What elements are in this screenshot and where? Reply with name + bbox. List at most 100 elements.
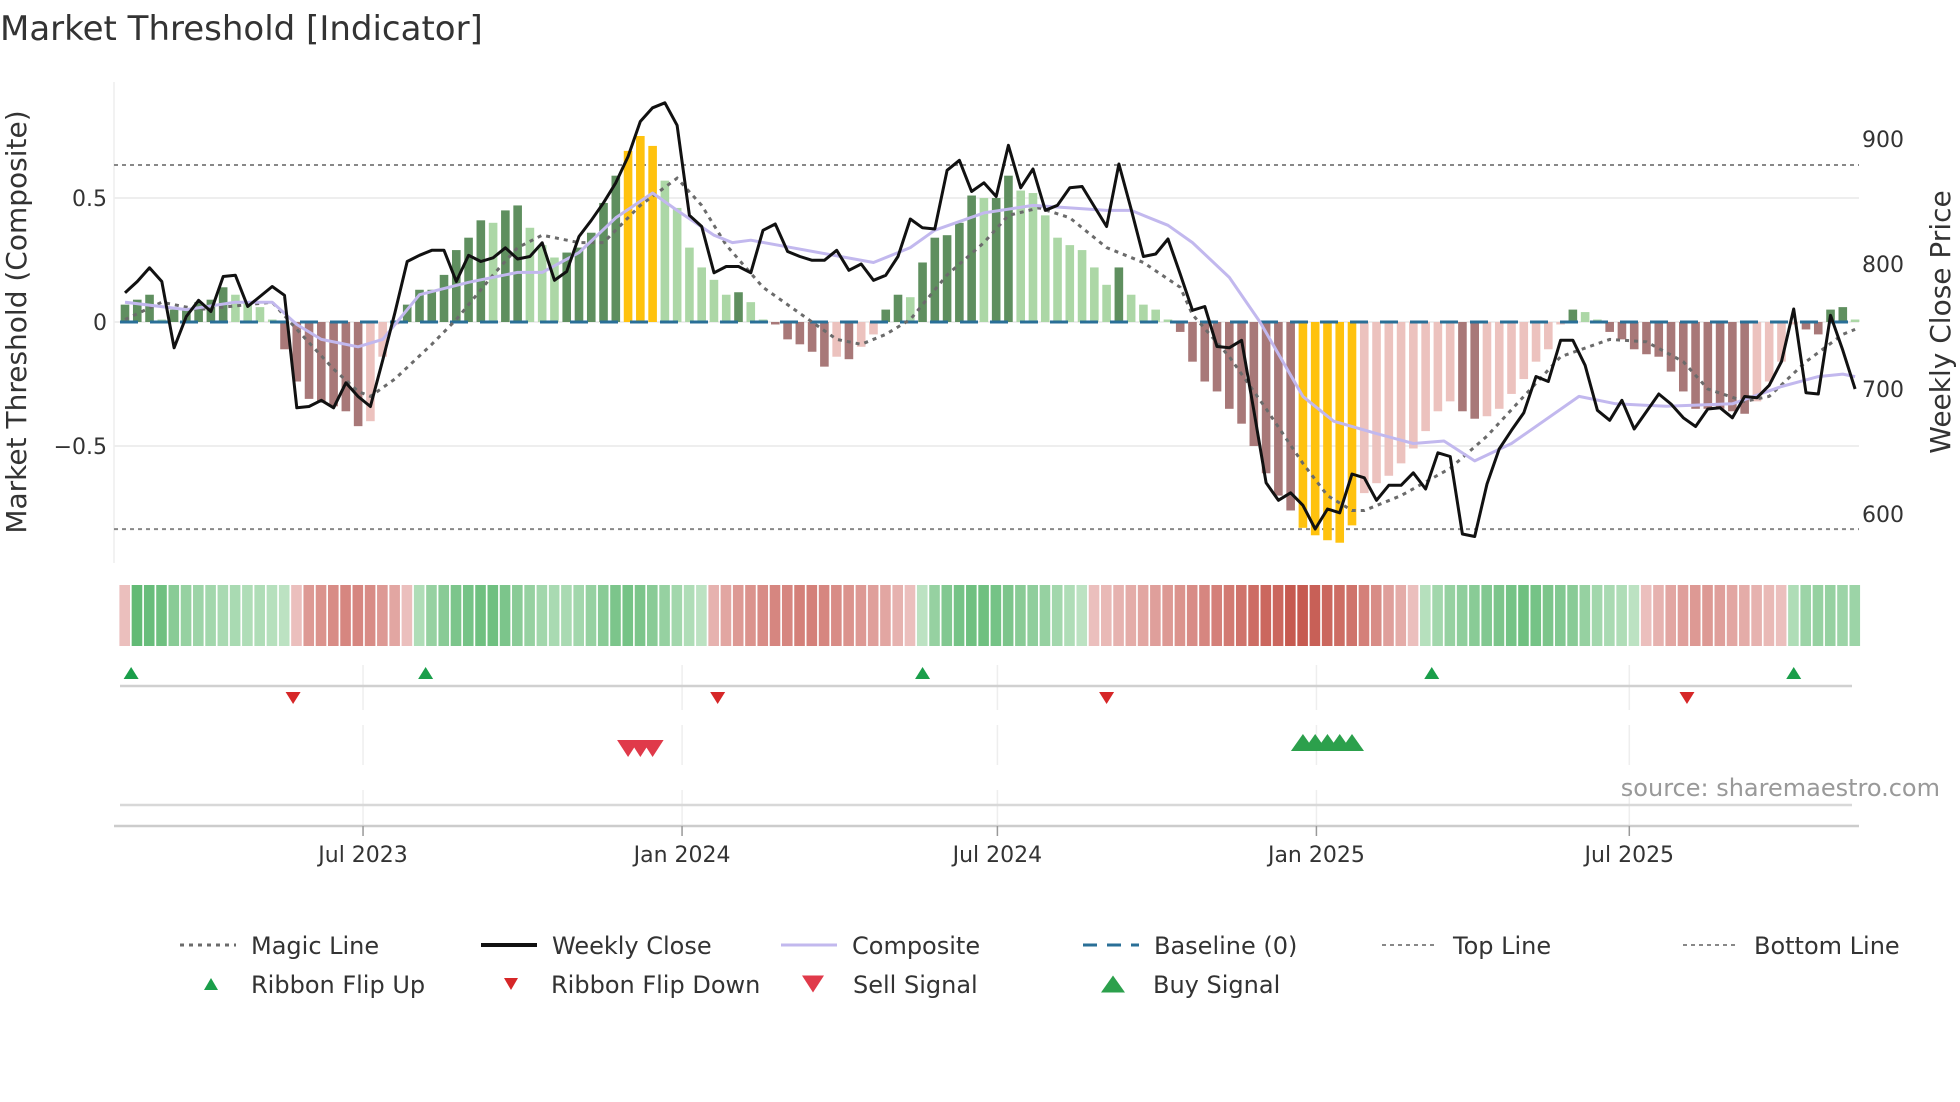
ribbon-cell <box>1689 585 1701 646</box>
y-tick-label: 0.5 <box>72 187 107 212</box>
ribbon-cell <box>499 585 511 646</box>
ribbon-cell <box>1616 585 1627 646</box>
ribbon-cell <box>757 585 769 646</box>
composite-bar <box>1249 322 1259 446</box>
composite-bar <box>329 322 338 407</box>
signal-rows <box>120 665 1852 826</box>
ribbon-cell <box>1579 585 1591 646</box>
ribbon-flip-up-marker <box>1424 667 1440 679</box>
ribbon-cell <box>536 585 548 646</box>
legend-label: Ribbon Flip Up <box>251 971 425 999</box>
ribbon-cell <box>278 585 290 646</box>
legend-item-top: Top Line <box>1382 932 1551 960</box>
composite-bar <box>132 299 142 322</box>
composite-bar <box>194 302 203 322</box>
y2-tick-label: 800 <box>1862 253 1904 278</box>
composite-bar <box>1482 322 1492 417</box>
composite-bar <box>1335 322 1345 543</box>
ribbon-cell <box>229 585 241 646</box>
composite-bar <box>1519 322 1529 380</box>
ribbon-cell <box>978 585 989 646</box>
composite-bar <box>1764 322 1774 382</box>
composite-bar <box>697 267 706 322</box>
composite-bar <box>1004 175 1013 322</box>
composite-bar <box>1777 322 1786 362</box>
legend-label: Sell Signal <box>853 971 978 999</box>
ribbon-cell <box>377 585 388 646</box>
ribbon-cell <box>1088 585 1100 646</box>
ribbon-cell <box>1567 585 1578 646</box>
ribbon-cell <box>696 585 707 646</box>
ribbon-cell <box>855 585 867 646</box>
composite-bar <box>1347 322 1357 526</box>
ribbon-cell <box>1800 585 1811 646</box>
y-axis-label-left: Market Threshold (Composite) <box>0 110 33 533</box>
composite-bar <box>415 289 424 322</box>
ribbon-cell <box>1309 585 1321 646</box>
composite-bar <box>1298 322 1308 528</box>
composite-bar <box>255 307 265 322</box>
composite-bar <box>341 322 351 412</box>
composite-bar <box>1421 322 1430 432</box>
composite-bar <box>832 322 841 357</box>
composite-bar <box>1740 322 1749 414</box>
legend-label: Top Line <box>1452 932 1551 960</box>
ribbon-cell <box>647 585 658 646</box>
composite-bar <box>1580 312 1590 322</box>
ribbon-cell <box>512 585 523 646</box>
ribbon-cell <box>217 585 229 646</box>
ribbon-cell <box>352 585 364 646</box>
composite-bar <box>304 322 314 399</box>
ribbon-cell <box>1493 585 1505 646</box>
ribbon-cell <box>1677 585 1689 646</box>
legend-label: Ribbon Flip Down <box>551 971 760 999</box>
composite-bar <box>636 136 645 322</box>
ribbon-cell <box>990 585 1002 646</box>
ribbon-cell <box>1788 585 1799 646</box>
composite-bar <box>1691 322 1700 409</box>
composite-bar <box>1409 322 1418 449</box>
composite-bar <box>1531 322 1541 362</box>
legend-label: Buy Signal <box>1153 971 1280 999</box>
composite-bar <box>1359 322 1369 494</box>
ribbon-cell <box>1383 585 1394 646</box>
ribbon-cell <box>548 585 560 646</box>
composite-bar <box>402 304 412 322</box>
ribbon-cell <box>438 585 450 646</box>
legend-marker <box>204 978 218 990</box>
ribbon-flip-down-marker <box>710 692 726 704</box>
ribbon-cell <box>1604 585 1615 646</box>
y-axis-label-right: Weekly Close Price <box>1924 190 1957 453</box>
y-tick-label: 0 <box>93 311 107 336</box>
ribbon-cell <box>266 585 278 646</box>
legend-item-flipup: Ribbon Flip Up <box>204 971 425 999</box>
legend: Magic Line Weekly Close Composite Baseline … <box>180 932 1900 999</box>
composite-bar <box>795 322 805 345</box>
ribbon <box>119 585 1861 646</box>
ribbon-cell <box>966 585 977 646</box>
composite-bar <box>734 292 743 322</box>
composite-bar <box>1310 322 1320 536</box>
ribbon-cell <box>143 585 155 646</box>
ribbon-cell <box>1174 585 1186 646</box>
legend-item-close: Weekly Close <box>481 932 712 960</box>
composite-bar <box>1642 322 1651 355</box>
y2-tick-label: 900 <box>1862 128 1904 153</box>
composite-bar <box>1715 322 1725 409</box>
composite-bar <box>525 227 535 322</box>
ribbon-cell <box>1125 585 1137 646</box>
y-axis-ticks: 0.5 0 −0.5 900 800 700 600 <box>54 128 1904 528</box>
legend-item-flipdown: Ribbon Flip Down <box>504 971 760 999</box>
ribbon-cell <box>303 585 315 646</box>
ribbon-cell <box>1420 585 1431 646</box>
y2-tick-label: 600 <box>1862 503 1904 528</box>
ribbon-cell <box>941 585 953 646</box>
ribbon-cell <box>1150 585 1161 646</box>
composite-bar <box>501 210 510 322</box>
composite-bar <box>1139 304 1148 322</box>
composite-bar <box>1703 322 1713 409</box>
composite-bar <box>586 232 596 322</box>
composite-bar <box>243 302 252 322</box>
ribbon-cell <box>1027 585 1038 646</box>
